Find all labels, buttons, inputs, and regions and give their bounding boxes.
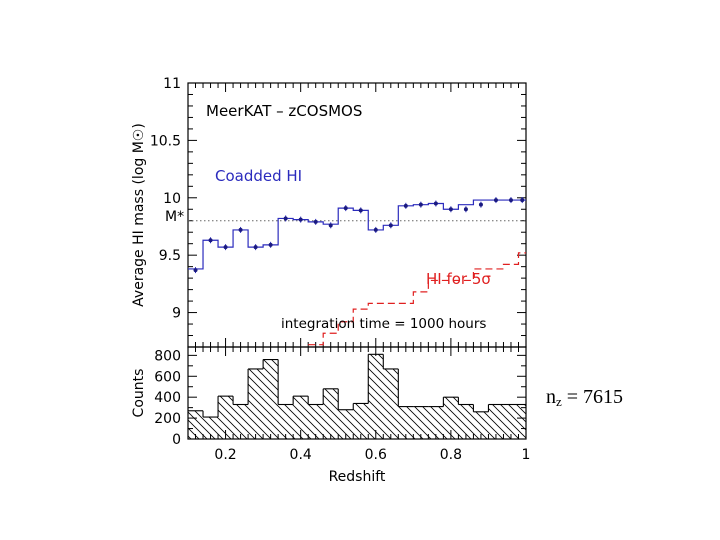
coadded-hi-point (478, 202, 483, 207)
counts-histogram (188, 353, 526, 439)
coadded-hi-point (433, 201, 438, 206)
bottom-y-axis-label: Counts (131, 369, 147, 418)
top-y-tick-labels: 9 9.5 10 10.5 11 (150, 76, 181, 322)
x-tick-labels: 0.2 0.4 0.6 0.8 1 (214, 447, 530, 463)
bottom-ticks (187, 347, 527, 440)
coadded-hi-point (238, 227, 243, 232)
chart-title: MeerKAT – zCOSMOS (206, 102, 362, 120)
bottom-y-tick-label: 800 (154, 348, 181, 364)
n-label: n (546, 386, 556, 408)
n-value: = 7615 (566, 386, 624, 408)
sample-size-caption: nz = 7615 (546, 386, 623, 410)
coadded-hi-point (343, 206, 348, 211)
coadded-hi-point (508, 198, 513, 203)
coadded-hi-legend: Coadded HI (215, 167, 302, 185)
coadded-hi-point (268, 242, 273, 247)
coadded-hi-point (208, 238, 213, 243)
bottom-y-tick-labels: 0 200 400 600 800 (154, 348, 181, 448)
bottom-panel-frame (187, 346, 527, 440)
coadded-hi-point (283, 216, 288, 221)
histogram-fill (188, 354, 526, 439)
top-y-tick-label: 9 (172, 306, 181, 322)
coadded-hi-point (418, 202, 423, 207)
coadded-hi-step-line (188, 199, 526, 270)
x-tick-label: 0.6 (365, 447, 387, 463)
bottom-y-tick-label: 200 (154, 411, 181, 427)
coadded-hi-point (313, 219, 318, 224)
x-tick-label: 0.8 (440, 447, 462, 463)
top-y-tick-label: 9.5 (159, 248, 181, 264)
coadded-hi-point (223, 245, 228, 250)
x-axis-label: Redshift (329, 469, 386, 485)
bottom-y-tick-label: 0 (172, 432, 181, 448)
coadded-hi-point (253, 245, 258, 250)
coadded-hi-point (448, 207, 453, 212)
top-y-axis-label: Average HI mass (log M☉) (131, 123, 147, 307)
coadded-hi-point (298, 217, 303, 222)
coadded-hi-point (493, 198, 498, 203)
coadded-hi-point (193, 268, 198, 273)
top-panel-frame (187, 82, 527, 348)
coadded-hi-point (328, 223, 333, 228)
coadded-hi-point (463, 207, 468, 212)
coadded-hi-point (403, 203, 408, 208)
hi-5sigma-legend: HI for 5σ (426, 270, 491, 288)
coadded-hi-point (373, 227, 378, 232)
bottom-y-tick-label: 400 (154, 390, 181, 406)
hi-5sigma-step-line (308, 252, 526, 346)
x-tick-label: 1 (522, 447, 531, 463)
bottom-panel: 0 200 400 600 800 0.2 0.4 0.6 0.8 1 Counts Redsh… (131, 346, 530, 485)
coadded-hi-points (193, 197, 525, 274)
coadded-hi-point (358, 208, 363, 213)
n-subscript: z (556, 394, 562, 409)
top-y-tick-label: 10.5 (150, 133, 181, 149)
coadded-hi-point (520, 198, 525, 203)
top-y-tick-label: 11 (163, 76, 181, 92)
bottom-y-tick-label: 600 (154, 369, 181, 385)
top-ticks (187, 82, 527, 348)
top-y-tick-label: 10 (163, 191, 181, 207)
integration-time-annotation: integration time = 1000 hours (281, 316, 486, 332)
x-tick-label: 0.2 (214, 447, 236, 463)
mstar-label: M* (165, 209, 184, 225)
x-tick-label: 0.4 (290, 447, 312, 463)
top-panel: 9 9.5 10 10.5 11 M* MeerKAT – zCOSMOS Coadde… (131, 76, 527, 348)
coadded-hi-point (388, 223, 393, 228)
